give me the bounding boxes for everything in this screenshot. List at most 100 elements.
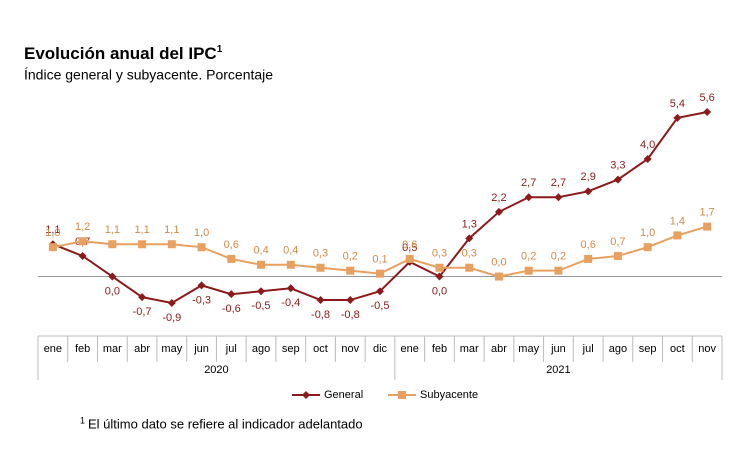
data-label: 0,5	[402, 242, 417, 254]
series-line	[52, 225, 708, 278]
legend-label: Subyacente	[420, 389, 478, 401]
x-tick-label: ene	[401, 343, 419, 355]
point-marker	[435, 263, 444, 272]
data-label: 5,4	[670, 98, 685, 110]
point-marker	[257, 260, 266, 269]
point-marker	[524, 193, 533, 202]
legend-label: General	[324, 389, 363, 401]
point-marker	[494, 207, 503, 216]
data-label: 2,2	[491, 192, 506, 204]
data-label: 1,0	[45, 227, 60, 239]
x-tick-label: ene	[44, 343, 62, 355]
point-marker	[703, 108, 712, 116]
point-marker	[78, 237, 87, 246]
point-marker	[643, 155, 652, 164]
x-tick-label: oct	[670, 343, 685, 355]
data-label: 0,4	[253, 245, 268, 257]
point-marker	[494, 272, 503, 281]
data-label: 0,4	[283, 245, 298, 257]
data-label: 2,7	[521, 177, 536, 189]
point-marker	[703, 222, 712, 231]
point-marker	[257, 287, 266, 296]
x-tick-label: dic	[373, 343, 388, 355]
data-label: 0,0	[105, 285, 120, 297]
point-marker	[286, 260, 295, 269]
data-label: 0,6	[224, 239, 239, 251]
point-marker	[227, 254, 236, 263]
data-label: -0,5	[371, 300, 390, 312]
x-tick-label: jul	[225, 343, 237, 355]
data-label: 1,1	[134, 224, 149, 236]
x-tick-label: jun	[550, 343, 566, 355]
data-label: 0,2	[343, 251, 358, 263]
point-marker	[554, 266, 563, 275]
point-marker	[138, 240, 147, 249]
point-marker	[286, 284, 295, 293]
data-label: 0,2	[551, 251, 566, 263]
footnote: El último dato se refiere al indicador a…	[88, 416, 363, 431]
data-label: 1,7	[699, 207, 714, 219]
x-group-label: 2021	[546, 364, 570, 376]
point-marker	[376, 287, 384, 296]
x-tick-label: mar	[460, 343, 479, 355]
data-label: 1,0	[640, 227, 655, 239]
x-tick-label: feb	[432, 343, 447, 355]
point-marker	[405, 254, 414, 263]
point-marker	[554, 193, 563, 202]
x-tick-label: ago	[609, 343, 627, 355]
point-marker	[227, 290, 236, 299]
data-label: 1,1	[105, 224, 120, 236]
x-tick-label: jul	[582, 343, 594, 355]
data-label: 1,1	[45, 224, 60, 236]
x-tick-label: nov	[341, 343, 359, 355]
data-label: 0,6	[402, 239, 417, 251]
data-label: 0,3	[462, 248, 477, 260]
data-label: 0,0	[491, 256, 506, 268]
point-marker	[108, 272, 117, 281]
x-tick-label: feb	[75, 343, 90, 355]
x-tick-label: jun	[193, 343, 209, 355]
point-marker	[346, 296, 355, 305]
data-label: 1,1	[164, 224, 179, 236]
data-label: 4,0	[640, 139, 655, 151]
point-marker	[167, 240, 176, 249]
point-marker	[48, 243, 57, 252]
data-label: -0,3	[192, 294, 211, 306]
data-label: 0,2	[521, 251, 536, 263]
footnote-marker: 1	[80, 415, 85, 425]
point-marker	[613, 175, 622, 184]
point-marker	[584, 254, 593, 263]
data-label: -0,8	[311, 309, 330, 321]
data-label: 1,3	[462, 218, 477, 230]
data-label: -0,7	[133, 306, 152, 318]
point-marker	[524, 266, 533, 275]
point-marker	[346, 266, 355, 275]
x-tick-label: nov	[698, 343, 716, 355]
data-label: 1,4	[670, 215, 685, 227]
x-tick-label: sep	[639, 343, 657, 355]
data-label: 2,9	[581, 171, 596, 183]
x-tick-label: may	[161, 343, 182, 355]
data-label: 1,2	[75, 221, 90, 233]
x-tick-label: sep	[282, 343, 300, 355]
point-marker	[376, 269, 384, 278]
point-marker	[465, 263, 474, 272]
data-label: 0,0	[432, 285, 447, 297]
title-superscript: 1	[217, 44, 223, 55]
legend-marker	[302, 391, 310, 399]
data-label: 0,6	[581, 239, 596, 251]
point-marker	[108, 240, 117, 249]
point-marker	[584, 187, 593, 196]
data-label: 0,3	[313, 248, 328, 260]
data-label: -0,9	[162, 312, 181, 324]
x-tick-label: oct	[313, 343, 328, 355]
chart-title: Evolución anual del IPC1	[24, 44, 223, 64]
x-tick-label: may	[518, 343, 539, 355]
data-label: 2,7	[551, 177, 566, 189]
data-label: 0,3	[432, 248, 447, 260]
x-tick-label: abr	[134, 343, 150, 355]
x-group-label: 2020	[204, 364, 228, 376]
point-marker	[78, 251, 87, 260]
legend-marker	[398, 391, 406, 399]
